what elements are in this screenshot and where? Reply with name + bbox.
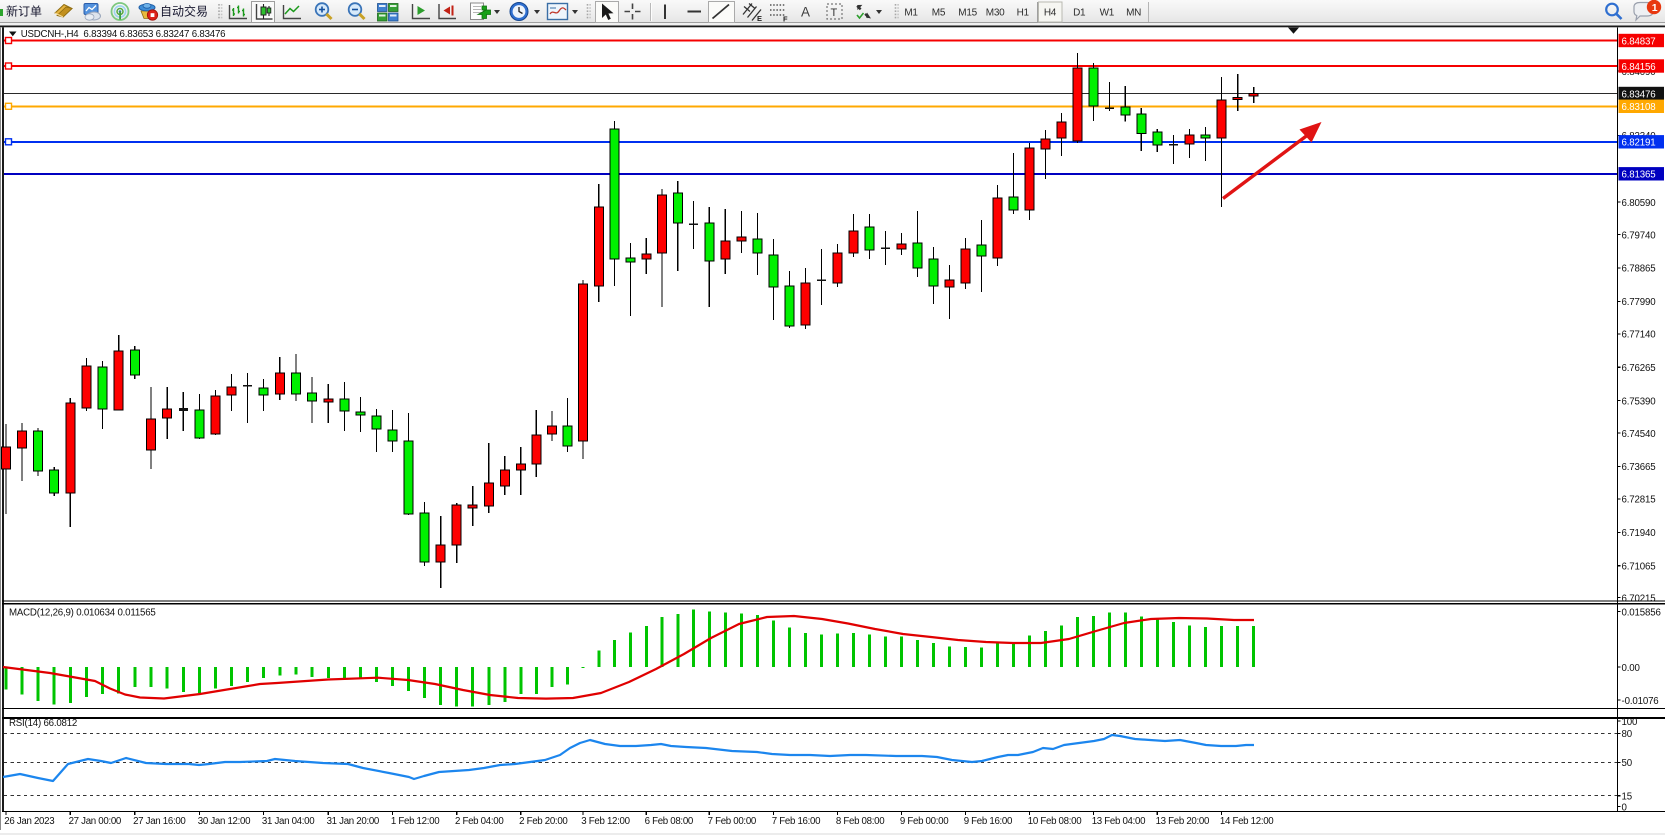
svg-text:50: 50 xyxy=(1622,758,1633,769)
svg-text:F: F xyxy=(783,15,788,24)
svg-text:6.75390: 6.75390 xyxy=(1622,396,1657,407)
svg-text:6.73665: 6.73665 xyxy=(1622,462,1656,473)
svg-text:8 Feb 08:00: 8 Feb 08:00 xyxy=(836,816,885,827)
svg-text:6.71065: 6.71065 xyxy=(1622,562,1656,573)
svg-text:MACD(12,26,9) 0.010634 0.01156: MACD(12,26,9) 0.010634 0.011565 xyxy=(9,608,156,619)
svg-text:MN: MN xyxy=(1126,8,1141,19)
svg-text:M30: M30 xyxy=(986,8,1005,19)
svg-text:D1: D1 xyxy=(1073,8,1086,19)
svg-text:6.70215: 6.70215 xyxy=(1622,593,1656,604)
svg-text:H4: H4 xyxy=(1044,8,1057,19)
svg-text:M15: M15 xyxy=(958,8,977,19)
svg-text:6.76265: 6.76265 xyxy=(1622,363,1656,374)
svg-text:6.84837: 6.84837 xyxy=(1622,36,1656,47)
svg-text:A: A xyxy=(801,5,810,20)
svg-text:6.82191: 6.82191 xyxy=(1622,138,1656,149)
svg-text:-0.01076: -0.01076 xyxy=(1622,696,1659,707)
svg-text:6.72815: 6.72815 xyxy=(1622,495,1656,506)
svg-text:80: 80 xyxy=(1622,729,1633,740)
svg-text:M1: M1 xyxy=(904,8,918,19)
svg-text:1 Feb 12:00: 1 Feb 12:00 xyxy=(391,816,440,827)
svg-text:26 Jan 2023: 26 Jan 2023 xyxy=(4,816,54,827)
svg-text:6.71940: 6.71940 xyxy=(1622,528,1657,539)
svg-text:USDCNH-,H4 6.83394 6.83653 6.: USDCNH-,H4 6.83394 6.83653 6.83247 6.834… xyxy=(21,29,226,40)
svg-text:H1: H1 xyxy=(1017,8,1030,19)
svg-text:0.00: 0.00 xyxy=(1622,663,1641,674)
svg-text:14 Feb 12:00: 14 Feb 12:00 xyxy=(1220,816,1274,827)
svg-text:15: 15 xyxy=(1622,792,1632,803)
svg-text:27 Jan 16:00: 27 Jan 16:00 xyxy=(133,816,186,827)
svg-text:31 Jan 20:00: 31 Jan 20:00 xyxy=(327,816,380,827)
svg-text:7 Feb 00:00: 7 Feb 00:00 xyxy=(708,816,757,827)
svg-text:0: 0 xyxy=(1622,802,1628,813)
svg-text:0.015856: 0.015856 xyxy=(1622,607,1661,618)
svg-text:9 Feb 16:00: 9 Feb 16:00 xyxy=(964,816,1013,827)
svg-text:13 Feb 20:00: 13 Feb 20:00 xyxy=(1156,816,1210,827)
svg-text:W1: W1 xyxy=(1100,8,1115,19)
svg-text:30 Jan 12:00: 30 Jan 12:00 xyxy=(198,816,251,827)
svg-text:6 Feb 08:00: 6 Feb 08:00 xyxy=(645,816,694,827)
svg-text:6.74540: 6.74540 xyxy=(1622,429,1657,440)
svg-text:新订单: 新订单 xyxy=(6,4,42,19)
svg-text:6.81365: 6.81365 xyxy=(1622,170,1656,181)
svg-text:10 Feb 08:00: 10 Feb 08:00 xyxy=(1028,816,1082,827)
svg-text:6.79740: 6.79740 xyxy=(1622,230,1657,241)
svg-text:6.83108: 6.83108 xyxy=(1622,102,1656,113)
svg-text:E: E xyxy=(757,14,762,23)
svg-text:9 Feb 00:00: 9 Feb 00:00 xyxy=(900,816,949,827)
svg-text:6.78865: 6.78865 xyxy=(1622,264,1656,275)
svg-text:6.77140: 6.77140 xyxy=(1622,330,1657,341)
svg-text:1: 1 xyxy=(1652,2,1658,14)
svg-text:6.83476: 6.83476 xyxy=(1622,89,1656,100)
svg-text:自动交易: 自动交易 xyxy=(160,4,208,19)
svg-text:6.80590: 6.80590 xyxy=(1622,198,1657,209)
svg-text:13 Feb 04:00: 13 Feb 04:00 xyxy=(1092,816,1146,827)
svg-text:RSI(14) 66.0812: RSI(14) 66.0812 xyxy=(9,718,77,729)
svg-text:3 Feb 12:00: 3 Feb 12:00 xyxy=(581,816,630,827)
svg-text:M5: M5 xyxy=(932,8,946,19)
svg-text:31 Jan 04:00: 31 Jan 04:00 xyxy=(262,816,315,827)
svg-text:100: 100 xyxy=(1622,717,1638,728)
svg-text:6.84156: 6.84156 xyxy=(1622,62,1656,73)
svg-text:27 Jan 00:00: 27 Jan 00:00 xyxy=(69,816,122,827)
svg-text:7 Feb 16:00: 7 Feb 16:00 xyxy=(772,816,821,827)
svg-text:2 Feb 20:00: 2 Feb 20:00 xyxy=(519,816,568,827)
svg-text:2 Feb 04:00: 2 Feb 04:00 xyxy=(455,816,504,827)
svg-text:6.77990: 6.77990 xyxy=(1622,297,1657,308)
svg-text:T: T xyxy=(831,7,838,19)
